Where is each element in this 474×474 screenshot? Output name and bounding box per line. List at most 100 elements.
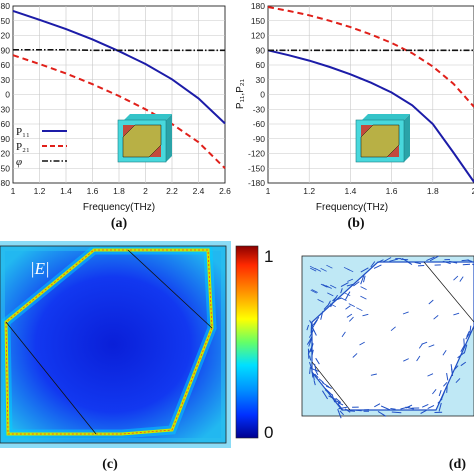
- field-map-c: |E| 1 0 (c): [0, 241, 273, 472]
- current-arrow: [345, 291, 351, 300]
- current-arrow: [345, 305, 351, 310]
- chart-b-y-tick-label: 60: [256, 60, 266, 70]
- chart-d-panel-label: (d): [449, 457, 466, 472]
- current-map-patch: [311, 261, 474, 411]
- chart-b-y-tick-label: -120: [248, 149, 265, 159]
- current-arrow: [329, 303, 336, 308]
- current-arrow: [363, 275, 366, 283]
- current-arrow: [390, 408, 396, 410]
- current-arrow: [429, 255, 439, 262]
- chart-b-series-1: [267, 6, 474, 108]
- current-arrow: [391, 411, 402, 414]
- chart-b-y-tick-label: 180: [251, 1, 265, 11]
- current-arrow: [310, 289, 317, 294]
- current-arrow: [428, 344, 435, 348]
- current-arrow: [343, 266, 351, 271]
- patch-diagonal: [127, 249, 213, 329]
- current-arrow: [330, 284, 337, 289]
- current-arrow: [346, 283, 354, 287]
- current-map-d: (d): [301, 255, 474, 472]
- current-arrow: [320, 267, 327, 272]
- current-arrow: [360, 295, 367, 300]
- current-arrow: [356, 307, 363, 312]
- current-arrow: [318, 378, 324, 384]
- current-arrow: [428, 299, 434, 305]
- current-arrow: [426, 256, 435, 262]
- current-arrow: [374, 403, 381, 408]
- current-arrow: [322, 284, 329, 288]
- current-arrow: [338, 406, 349, 410]
- current-arrow: [380, 405, 391, 411]
- chart-a-y-tick-label: 60: [1, 60, 11, 70]
- current-arrow: [446, 384, 448, 393]
- current-arrow: [325, 285, 332, 289]
- chart-b-tick-labels: 1 1.2 1.4 1.6 1.8 2 180 150 120 90 60 30 0 -30 -60 -90 -…: [248, 1, 474, 196]
- chart-b-x-tick-label: 1.8: [427, 186, 439, 196]
- current-arrow: [311, 349, 314, 356]
- current-arrow: [359, 341, 365, 346]
- current-arrow: [446, 373, 449, 381]
- current-arrow: [353, 281, 360, 287]
- current-arrow: [390, 326, 396, 332]
- colorbar: [235, 245, 259, 439]
- current-arrow: [466, 330, 470, 337]
- chart-a-y-tick-label: 90: [1, 134, 11, 144]
- chart-a-y-tick-label: 20: [1, 149, 11, 159]
- current-arrow: [340, 282, 349, 288]
- current-arrow: [341, 331, 346, 338]
- current-arrow: [416, 355, 421, 362]
- chart-b-y-tick-label: -90: [253, 134, 266, 144]
- current-arrow: [443, 381, 448, 387]
- chart-b-x-tick-label: 1: [266, 186, 271, 196]
- current-arrow: [389, 258, 399, 262]
- chart-a-xlabel: Frequency(THz): [83, 202, 155, 213]
- current-arrow: [460, 344, 466, 352]
- current-arrow: [340, 297, 347, 301]
- chart-a-series-0: [12, 9, 226, 125]
- current-map-diagonal: [423, 261, 474, 323]
- current-arrow: [418, 343, 424, 349]
- chart-b-y-tick-label: -150: [248, 163, 265, 173]
- chart-a-legend: P₁₁ P₂₁ φ: [16, 126, 67, 168]
- chart-a-x-tick-label: 2: [143, 186, 148, 196]
- current-arrow: [352, 353, 358, 358]
- current-arrow: [454, 365, 459, 370]
- current-arrow: [370, 261, 376, 268]
- current-arrow: [311, 369, 314, 378]
- chart-b-x-tick-label: 1.2: [303, 186, 315, 196]
- chart-c-panel-label: (c): [102, 457, 118, 472]
- chart-a-x-tick-label: 1: [11, 186, 16, 196]
- current-arrow: [323, 305, 329, 310]
- chart-a-y-tick-label: 30: [1, 75, 11, 85]
- current-arrow: [448, 260, 458, 264]
- current-arrow: [370, 373, 377, 376]
- current-arrow: [309, 265, 317, 270]
- current-arrow: [344, 292, 351, 297]
- current-arrow: [326, 264, 333, 269]
- current-arrow: [382, 257, 392, 263]
- chart-a-y-tick-label: 20: [1, 31, 11, 41]
- chart-a-panel-label: (a): [111, 216, 128, 231]
- current-arrow: [315, 357, 320, 365]
- current-arrow: [469, 325, 472, 335]
- colorbar-min-label: 0: [264, 423, 273, 442]
- current-arrow: [320, 283, 328, 288]
- current-arrow: [362, 313, 369, 317]
- current-arrow: [406, 261, 413, 266]
- legend-label-p11: P₁₁: [16, 126, 30, 138]
- chart-a-y-tick-label: 80: [1, 1, 11, 11]
- chart-a-y-tick-label: 50: [1, 163, 11, 173]
- legend-label-phi: φ: [16, 156, 22, 168]
- current-arrow: [405, 404, 413, 409]
- current-arrow: [328, 395, 337, 401]
- current-arrow: [438, 402, 442, 412]
- current-arrow: [321, 382, 330, 388]
- current-arrow: [459, 276, 464, 282]
- current-arrow: [332, 296, 338, 302]
- chart-b-y-tick-label: 90: [256, 45, 266, 55]
- chart-a-x-tick-label: 2.4: [193, 186, 205, 196]
- current-arrow: [306, 337, 312, 345]
- field-label: |E|: [30, 259, 50, 278]
- current-arrow: [337, 409, 342, 419]
